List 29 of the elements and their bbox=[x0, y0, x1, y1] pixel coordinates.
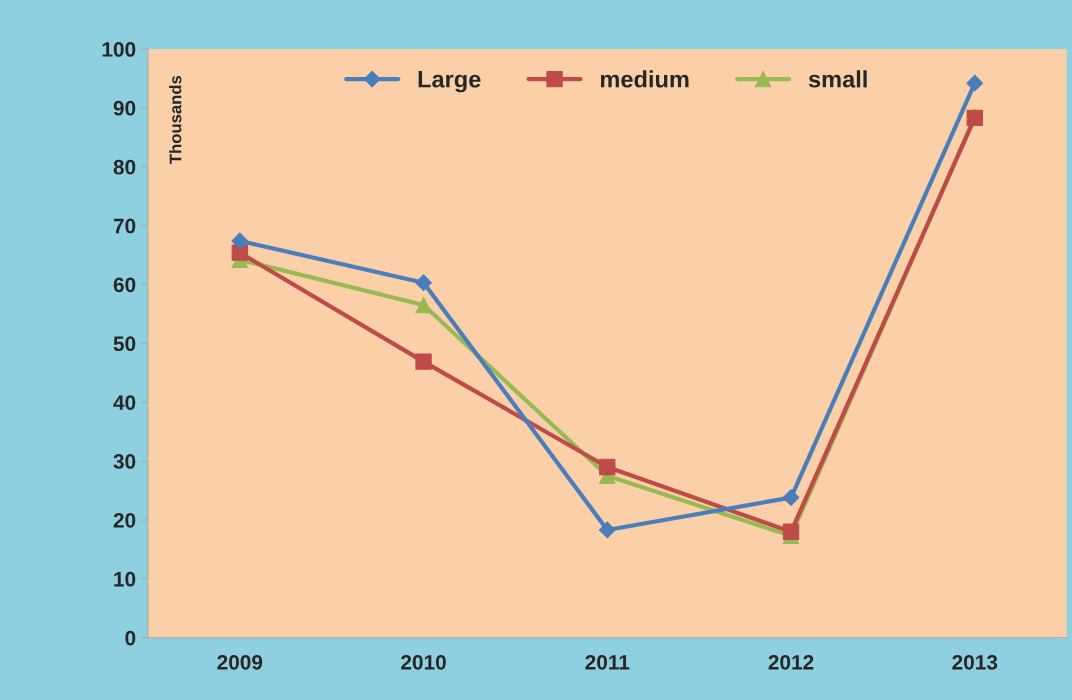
y-tick-label: 20 bbox=[113, 512, 136, 528]
y-tick-label: 90 bbox=[113, 100, 136, 116]
point bbox=[782, 523, 800, 540]
y-tick-label: 50 bbox=[113, 336, 136, 352]
y-tick-label: 100 bbox=[102, 42, 136, 57]
x-tick-label: 2009 bbox=[217, 654, 263, 670]
y-tick-label: 0 bbox=[125, 630, 136, 646]
y-tick-label: 70 bbox=[113, 218, 136, 234]
x-tick-label: 2013 bbox=[952, 654, 998, 670]
x-tick-label: 2010 bbox=[401, 654, 446, 670]
point bbox=[415, 296, 432, 314]
x-tick-label: 2012 bbox=[768, 654, 814, 670]
point bbox=[231, 232, 249, 250]
point bbox=[415, 274, 432, 292]
point bbox=[782, 489, 800, 506]
y-tick-label: 80 bbox=[113, 159, 136, 175]
x-tick-label: 2011 bbox=[585, 654, 630, 670]
y-tick-label: 30 bbox=[113, 454, 136, 469]
point bbox=[599, 458, 616, 476]
legend-label: medium bbox=[600, 70, 689, 88]
y-axis-title: Thousands bbox=[169, 75, 182, 164]
legend-label: Large bbox=[418, 71, 481, 93]
y-tick-label: 10 bbox=[114, 571, 136, 587]
point bbox=[415, 353, 432, 370]
y-tick-label: 60 bbox=[113, 277, 136, 293]
y-tick-label: 40 bbox=[113, 395, 136, 410]
point bbox=[966, 74, 984, 92]
point bbox=[598, 521, 616, 539]
legend-label: small bbox=[808, 70, 867, 88]
